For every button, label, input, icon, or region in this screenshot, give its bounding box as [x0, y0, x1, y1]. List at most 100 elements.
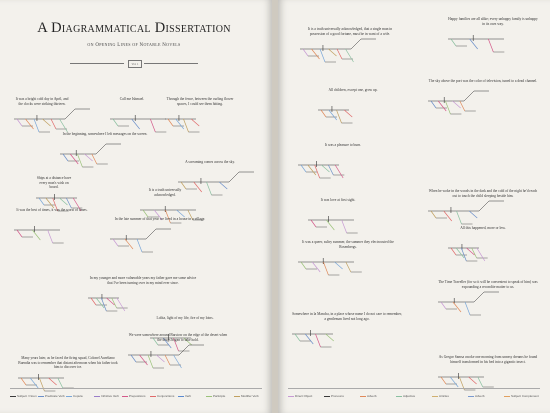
title-rule-left: [70, 63, 124, 64]
left-sentence-3: In the beginning, somewhere I left messa…: [62, 132, 148, 136]
legend-item: Conjunctions: [150, 394, 174, 398]
left-sentence-1: Call me Ishmael.: [119, 97, 145, 101]
left-sentence-6: A screaming comes across the sky.: [185, 160, 235, 164]
left-diagram-9: [110, 228, 171, 253]
legend-item: Adverb: [360, 394, 377, 398]
right-diagram-5: [308, 216, 358, 234]
legend-swatch: [396, 395, 402, 397]
legend-label: Adjective: [403, 394, 416, 398]
right-sentence-8: All this happened, more or less.: [460, 226, 506, 230]
legend-label: Articles: [439, 394, 449, 398]
right-sentence-9: The Time Traveller (for so it will be co…: [438, 280, 538, 289]
legend-label: Predicate Verb: [45, 394, 65, 398]
right-diagram-10: [292, 330, 334, 348]
left-sentence-10: Lolita, light of my life, fire of my loi…: [156, 316, 214, 320]
page-subtitle: on Opening Lines of Notable Novels: [87, 43, 181, 48]
legend-item: Direct Object: [288, 394, 312, 398]
right-diagram-11: [438, 373, 494, 391]
left-diagram-11: [18, 374, 74, 392]
left-sentence-9: In the late summer of that year we lived…: [114, 217, 206, 221]
legend-swatch: [94, 395, 100, 397]
legend-label: Subject Complement: [511, 394, 539, 398]
right-diagram-1: [448, 35, 505, 53]
volume-tag: Vol. 1: [128, 60, 142, 68]
legend-label: Modifier Verb: [241, 394, 259, 398]
legend-label: Subject / Noun: [17, 394, 37, 398]
left-diagrams: [14, 108, 254, 392]
legend-swatch: [468, 395, 474, 397]
legend-left: Subject / Noun Predicate Verb Copula Infini…: [10, 388, 262, 403]
left-sentence-2: Through the fence, between the curling f…: [166, 97, 234, 106]
book-gutter: [272, 0, 278, 413]
legend-item: Pronouns: [324, 394, 344, 398]
left-sentence-11: Many years later, as he faced the firing…: [18, 356, 118, 370]
right-diagram-2: [318, 106, 353, 124]
left-diagram-12: [128, 344, 204, 369]
right-diagram-7: [298, 258, 362, 276]
legend-label: Verb: [185, 394, 192, 398]
right-diagram-8: [448, 244, 488, 262]
right-diagram-3: [428, 90, 489, 115]
legend-label: Prepositions: [129, 394, 146, 398]
right-diagrams: [292, 35, 505, 391]
right-sentence-3: The sky above the port was the color of …: [428, 79, 538, 83]
legend-label: Adverb: [367, 394, 377, 398]
left-sentence-12: We were somewhere around Barstow on the …: [128, 333, 228, 342]
left-diagram-0: [14, 108, 90, 133]
right-sentence-10: Somewhere in la Mancha, in a place whose…: [292, 312, 402, 321]
right-sentence-5: It was love at first sight.: [320, 198, 356, 202]
legend-label: Copula: [73, 394, 83, 398]
left-sentence-4: Ships at a distance have every man's wis…: [36, 176, 72, 190]
right-diagram-9: [438, 291, 499, 316]
legend-item: Subject / Noun: [10, 394, 37, 398]
legend-item: Participle: [206, 394, 225, 398]
left-sentence-8: In my younger and more vulnerable years …: [89, 276, 197, 285]
left-diagram-5: [14, 226, 64, 244]
legend-item: Subject Complement: [504, 394, 539, 398]
right-page: It is a truth universally acknowledged, …: [278, 0, 550, 413]
legend-swatch: [504, 395, 510, 397]
left-diagram-1: [110, 115, 167, 133]
left-page: A Diagrammatical Dissertation on Opening…: [0, 0, 272, 413]
legend-label: Adverb: [475, 394, 485, 398]
left-diagram-7: [140, 206, 204, 224]
legend-item: Predicate Verb: [38, 394, 65, 398]
right-sentence-0: It is a truth universally acknowledged, …: [307, 27, 393, 36]
legend-swatch: [360, 395, 366, 397]
left-sentence-7: It is a truth universally acknowledged.: [148, 188, 182, 197]
title-rule-right: [144, 63, 198, 64]
legend-item: Adverb: [468, 394, 485, 398]
right-sentence-11: As Gregor Samsa awoke one morning from u…: [438, 355, 538, 364]
legend-swatch: [178, 395, 184, 397]
legend-label: Direct Object: [295, 394, 313, 398]
legend-swatch: [66, 395, 72, 397]
legend-swatch: [206, 395, 212, 397]
legend-item: Adjective: [396, 394, 415, 398]
left-diagram-4: [36, 194, 83, 212]
right-sentence-6: When he woke in the woods in the dark an…: [428, 189, 538, 198]
right-diagram-6: [428, 200, 504, 225]
legend-label: Conjunctions: [157, 394, 175, 398]
legend-swatch: [324, 395, 330, 397]
left-sentence-5: It was the best of times, it was the wor…: [16, 208, 88, 212]
left-diagram-2: [165, 115, 200, 133]
legend-swatch: [150, 395, 156, 397]
legend-swatch: [432, 395, 438, 397]
right-diagram-0: [300, 38, 376, 63]
right-sentence-4: It was a pleasure to burn.: [324, 143, 362, 147]
left-diagram-6: [178, 171, 254, 196]
left-diagram-10: [150, 334, 192, 352]
legend-item: Modifier Verb: [234, 394, 259, 398]
legend-swatch: [38, 395, 44, 397]
legend-swatch: [10, 395, 16, 397]
legend-swatch: [288, 395, 294, 397]
legend-swatch: [234, 395, 240, 397]
legend-swatch: [122, 395, 128, 397]
legend-item: Verb: [178, 394, 191, 398]
right-sentence-2: All children, except one, grow up.: [328, 88, 378, 92]
legend-item: Prepositions: [122, 394, 146, 398]
left-sentence-0: It was a bright cold day in April, and t…: [15, 97, 69, 106]
legend-label: Pronouns: [331, 394, 344, 398]
right-sentence-1: Happy families are all alike; every unha…: [448, 17, 538, 26]
